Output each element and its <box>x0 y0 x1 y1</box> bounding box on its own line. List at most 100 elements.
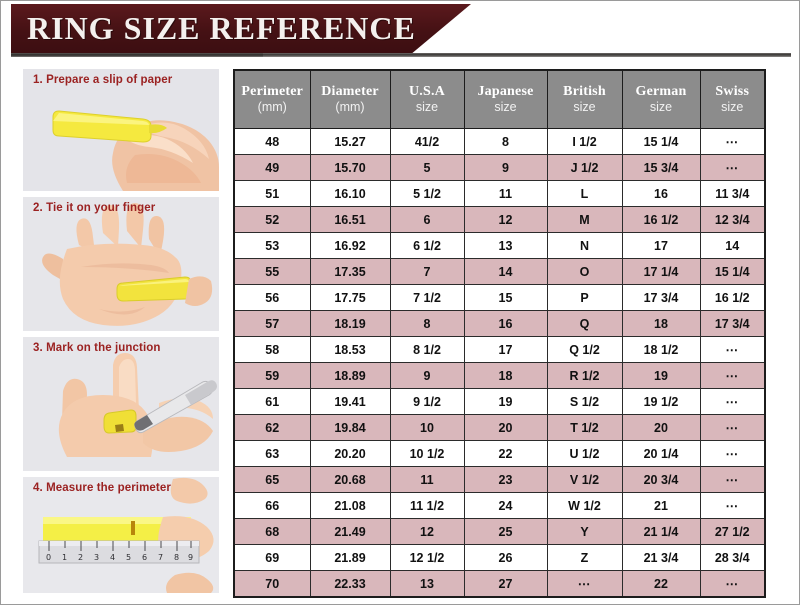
table-cell: 16.51 <box>309 206 391 233</box>
table-cell: 16.92 <box>309 232 391 259</box>
table-cell: 15.27 <box>309 128 391 155</box>
table-cell: 25 <box>463 518 548 545</box>
table-row: 63 20.20 10 1/2 22 U 1/2 20 1/4 ⋯ <box>233 440 766 467</box>
instruction-step-2-label: 2. Tie it on your finger <box>33 202 156 214</box>
table-cell: 18 <box>621 310 701 337</box>
table-cell: 5 <box>389 154 465 181</box>
table-cell: 22 <box>463 440 548 467</box>
table-row: 62 19.84 10 20 T 1/2 20 ⋯ <box>233 414 766 441</box>
table-body: 48 15.27 41/2 8 I 1/2 15 1/4 ⋯ 49 15.70 5 9 J 1/2 15… <box>233 128 766 598</box>
table-cell: 18.89 <box>309 362 391 389</box>
column-header-japanese-sub: size <box>494 100 517 115</box>
table-cell: L <box>546 180 623 207</box>
table-cell: 65 <box>233 466 311 493</box>
table-cell: 21.08 <box>309 492 391 519</box>
table-cell: 59 <box>233 362 311 389</box>
svg-text:9: 9 <box>188 553 193 562</box>
svg-text:5: 5 <box>126 553 131 562</box>
table-cell: 19.41 <box>309 388 391 415</box>
table-cell: 48 <box>233 128 311 155</box>
table-cell: 52 <box>233 206 311 233</box>
table-cell: S 1/2 <box>546 388 623 415</box>
svg-text:4: 4 <box>110 553 115 562</box>
svg-text:6: 6 <box>142 553 147 562</box>
table-row: 65 20.68 11 23 V 1/2 20 3/4 ⋯ <box>233 466 766 493</box>
table-cell: N <box>546 232 623 259</box>
table-cell: 68 <box>233 518 311 545</box>
table-cell: 15 1/4 <box>621 128 701 155</box>
table-cell: 12 1/2 <box>389 544 465 571</box>
table-cell: 17.35 <box>309 258 391 285</box>
table-cell: 16 1/2 <box>621 206 701 233</box>
table-row: 61 19.41 9 1/2 19 S 1/2 19 1/2 ⋯ <box>233 388 766 415</box>
table-cell: 27 <box>463 570 548 598</box>
svg-text:7: 7 <box>158 553 163 562</box>
table-cell: 16.10 <box>309 180 391 207</box>
table-cell: 19.84 <box>309 414 391 441</box>
table-cell: 57 <box>233 310 311 337</box>
column-header-british-main: British <box>563 84 606 100</box>
table-row: 58 18.53 8 1/2 17 Q 1/2 18 1/2 ⋯ <box>233 336 766 363</box>
ruler-measuring-strip-icon: 0 1 2 3 4 5 6 7 8 9 <box>23 477 219 593</box>
page-header-banner: RING SIZE REFERENCE <box>1 1 800 63</box>
table-cell: ⋯ <box>546 570 623 598</box>
table-cell: 13 <box>463 232 548 259</box>
table-cell: 17.75 <box>309 284 391 311</box>
table-cell: 18 <box>463 362 548 389</box>
table-cell: 7 1/2 <box>389 284 465 311</box>
table-row: 51 16.10 5 1/2 11 L 16 11 3/4 <box>233 180 766 207</box>
table-cell: 19 <box>621 362 701 389</box>
table-cell: 20 3/4 <box>621 466 701 493</box>
table-cell: V 1/2 <box>546 466 623 493</box>
column-header-japanese: Japanese size <box>463 69 548 129</box>
table-cell: Q 1/2 <box>546 336 623 363</box>
column-header-diameter-sub: (mm) <box>335 100 365 115</box>
table-cell: 22 <box>621 570 701 598</box>
table-cell: ⋯ <box>699 388 766 415</box>
column-header-usa-main: U.S.A <box>408 84 445 100</box>
instruction-step-1-label: 1. Prepare a slip of paper <box>33 74 173 86</box>
table-cell: 15.70 <box>309 154 391 181</box>
table-cell: 49 <box>233 154 311 181</box>
table-cell: 21 1/4 <box>621 518 701 545</box>
table-cell: 12 3/4 <box>699 206 766 233</box>
table-cell: 11 <box>389 466 465 493</box>
table-cell: 9 1/2 <box>389 388 465 415</box>
column-header-diameter: Diameter (mm) <box>309 69 391 129</box>
table-cell: 14 <box>463 258 548 285</box>
table-cell: 13 <box>389 570 465 598</box>
table-cell: 24 <box>463 492 548 519</box>
table-cell: 20.68 <box>309 466 391 493</box>
table-cell: 66 <box>233 492 311 519</box>
table-cell: 7 <box>389 258 465 285</box>
table-cell: I 1/2 <box>546 128 623 155</box>
table-cell: 21.89 <box>309 544 391 571</box>
table-cell: ⋯ <box>699 492 766 519</box>
table-row: 69 21.89 12 1/2 26 Z 21 3/4 28 3/4 <box>233 544 766 571</box>
table-cell: ⋯ <box>699 466 766 493</box>
column-header-german-sub: size <box>649 100 673 115</box>
table-row: 68 21.49 12 25 Y 21 1/4 27 1/2 <box>233 518 766 545</box>
column-header-german: German size <box>621 69 701 129</box>
table-cell: ⋯ <box>699 570 766 598</box>
table-cell: 9 <box>463 154 548 181</box>
column-header-usa: U.S.A size <box>389 69 465 129</box>
banner-background-shape <box>11 4 471 54</box>
table-header: Perimeter (mm) Diameter (mm) U.S.A size … <box>233 69 766 129</box>
column-header-japanese-main: Japanese <box>477 84 534 100</box>
table-cell: W 1/2 <box>546 492 623 519</box>
table-cell: 17 1/4 <box>621 258 701 285</box>
table-cell: ⋯ <box>699 128 766 155</box>
table-cell: 61 <box>233 388 311 415</box>
column-header-swiss-main: Swiss <box>715 84 750 100</box>
table-cell: 53 <box>233 232 311 259</box>
table-cell: 15 1/4 <box>699 258 766 285</box>
table-cell: 5 1/2 <box>389 180 465 207</box>
table-cell: 8 1/2 <box>389 336 465 363</box>
svg-text:0: 0 <box>46 553 51 562</box>
table-cell: U 1/2 <box>546 440 623 467</box>
table-cell: 11 1/2 <box>389 492 465 519</box>
ring-size-table-container: Perimeter (mm) Diameter (mm) U.S.A size … <box>233 69 766 598</box>
table-cell: ⋯ <box>699 440 766 467</box>
table-cell: T 1/2 <box>546 414 623 441</box>
